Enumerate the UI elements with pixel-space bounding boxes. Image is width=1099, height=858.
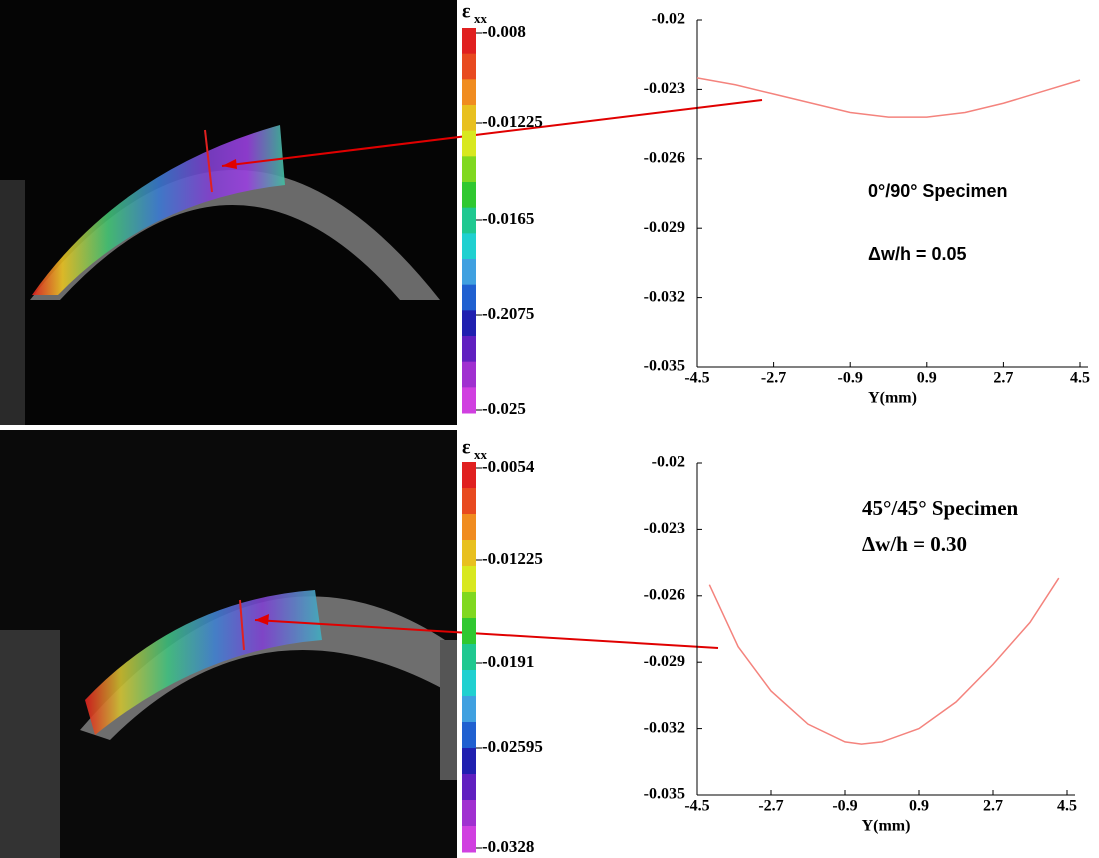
colorbar-label: -0.025	[482, 399, 526, 418]
colorbar-swatch	[462, 618, 476, 645]
arrow-head	[255, 614, 269, 625]
colorbar-swatch	[462, 592, 476, 619]
colorbar-swatch	[462, 28, 476, 55]
x-tick-label: 4.5	[1070, 370, 1090, 387]
colorbar-swatch	[462, 130, 476, 157]
x-axis-label: Y(mm)	[862, 818, 911, 835]
x-tick-label: -2.7	[761, 370, 786, 387]
colorbar-symbol: ε	[462, 1, 471, 23]
colorbar-swatch	[462, 800, 476, 827]
data-line	[708, 577, 1060, 745]
strain-field	[32, 125, 285, 295]
photo	[0, 0, 457, 425]
colorbar-swatch	[462, 105, 476, 132]
y-tick-label: -0.023	[644, 520, 685, 537]
x-tick-label: -2.7	[758, 798, 783, 815]
colorbar-label: -0.01225	[482, 112, 543, 131]
colorbar-swatch	[462, 233, 476, 260]
colorbar-label: -0.01225	[482, 549, 543, 568]
arrow	[254, 619, 719, 649]
colorbar-subscript: xx	[474, 11, 488, 26]
colorbar-label: -0.0165	[482, 209, 534, 228]
colorbar-swatch	[462, 748, 476, 775]
x-tick-label: 4.5	[1057, 798, 1077, 815]
y-tick-label: -0.02	[652, 454, 685, 471]
colorbar-swatch	[462, 462, 476, 489]
arrow-head	[222, 159, 237, 169]
y-tick-label: -0.02	[652, 11, 685, 28]
x-tick-label: 0.9	[909, 798, 929, 815]
colorbar-swatch	[462, 670, 476, 697]
colorbar-swatch	[462, 336, 476, 363]
data-line	[696, 77, 1081, 118]
colorbar-swatch	[462, 540, 476, 567]
strain-field	[85, 590, 322, 735]
colorbar-swatch	[462, 156, 476, 183]
x-axis-label: Y(mm)	[868, 390, 917, 407]
y-tick-label: -0.029	[644, 219, 685, 236]
x-tick-label: 2.7	[983, 798, 1003, 815]
colorbar-swatch	[462, 722, 476, 749]
y-tick-label: -0.032	[644, 719, 685, 736]
colorbar-swatch	[462, 361, 476, 388]
y-tick-label: -0.035	[644, 786, 685, 803]
annotation: Δw/h = 0.30	[862, 532, 967, 556]
specimen	[80, 596, 445, 740]
colorbar-swatch	[462, 79, 476, 106]
section-line	[204, 129, 213, 193]
colorbar-swatch	[462, 566, 476, 593]
y-tick-label: -0.032	[644, 288, 685, 305]
colorbar-swatch	[462, 488, 476, 515]
colorbar-swatch	[462, 310, 476, 337]
fixture	[0, 180, 25, 425]
colorbar-swatch	[462, 284, 476, 311]
x-tick-label: -4.5	[684, 798, 709, 815]
x-tick-label: -0.9	[838, 370, 863, 387]
annotation: 45°/45° Specimen	[862, 496, 1019, 520]
colorbar-swatch	[462, 387, 476, 414]
colorbar-swatch	[462, 644, 476, 671]
y-tick-label: -0.026	[644, 586, 685, 603]
colorbar-swatch	[462, 259, 476, 286]
x-tick-label: 2.7	[993, 370, 1013, 387]
colorbar-swatch	[462, 182, 476, 209]
y-tick-label: -0.023	[644, 80, 685, 97]
annotation: Δw/h = 0.05	[868, 244, 966, 264]
y-tick-label: -0.035	[644, 358, 685, 375]
colorbar-subscript: xx	[474, 447, 488, 462]
colorbar-swatch	[462, 774, 476, 801]
arrow	[221, 99, 763, 167]
colorbar-swatch	[462, 514, 476, 541]
colorbar-label: -0.02595	[482, 737, 543, 756]
fixture	[440, 640, 457, 780]
fixture	[0, 630, 60, 858]
colorbar-swatch	[462, 53, 476, 80]
y-tick-label: -0.029	[644, 653, 685, 670]
colorbar-label: -0.0054	[482, 457, 535, 476]
colorbar-swatch	[462, 207, 476, 234]
colorbar-label: -0.0191	[482, 652, 534, 671]
colorbar-swatch	[462, 696, 476, 723]
annotation: 0°/90° Specimen	[868, 181, 1007, 201]
x-tick-label: -0.9	[832, 798, 857, 815]
colorbar-label: -0.2075	[482, 304, 534, 323]
x-tick-label: 0.9	[917, 370, 937, 387]
section-line	[239, 599, 245, 651]
x-tick-label: -4.5	[684, 370, 709, 387]
colorbar-symbol: ε	[462, 437, 471, 459]
y-tick-label: -0.026	[644, 149, 685, 166]
colorbar-label: -0.0328	[482, 837, 534, 856]
colorbar-swatch	[462, 826, 476, 853]
colorbar-label: -0.008	[482, 22, 526, 41]
